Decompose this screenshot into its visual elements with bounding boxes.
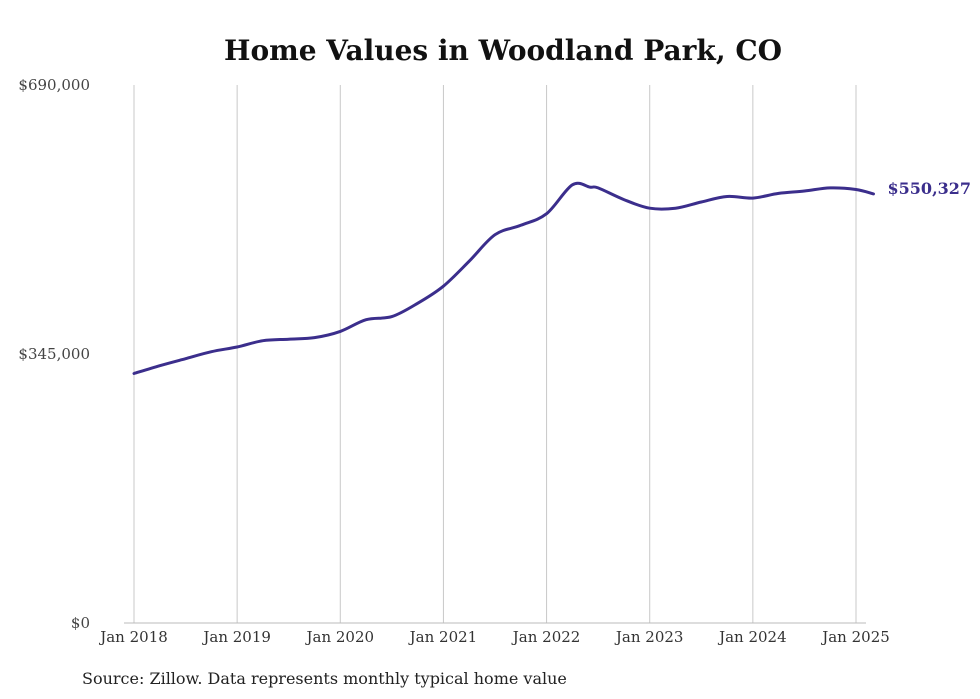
series-layer: $550,327 <box>132 179 972 375</box>
y-tick-label: $690,000 <box>18 76 90 94</box>
x-tick-label: Jan 2020 <box>305 628 375 646</box>
series-line-0 <box>132 181 875 375</box>
x-tick-label: Jan 2022 <box>511 628 581 646</box>
y-tick-label: $0 <box>71 614 90 632</box>
x-tick-label: Jan 2018 <box>98 628 168 646</box>
x-tick-label: Jan 2024 <box>717 628 787 646</box>
series-end-label: $550,327 <box>888 179 972 198</box>
chart-title: Home Values in Woodland Park, CO <box>224 34 782 67</box>
source-note: Source: Zillow. Data represents monthly … <box>82 669 567 688</box>
x-tick-label: Jan 2021 <box>408 628 478 646</box>
grid-lines <box>124 85 866 624</box>
x-axis: Jan 2018 Jan 2019 Jan 2020 Jan 2021 Jan 2022… <box>98 628 890 646</box>
x-tick-label: Jan 2023 <box>614 628 684 646</box>
y-axis: $0 $345,000 $690,000 <box>18 76 90 632</box>
y-tick-label: $345,000 <box>18 345 90 363</box>
x-tick-label: Jan 2025 <box>820 628 890 646</box>
x-tick-label: Jan 2019 <box>201 628 271 646</box>
